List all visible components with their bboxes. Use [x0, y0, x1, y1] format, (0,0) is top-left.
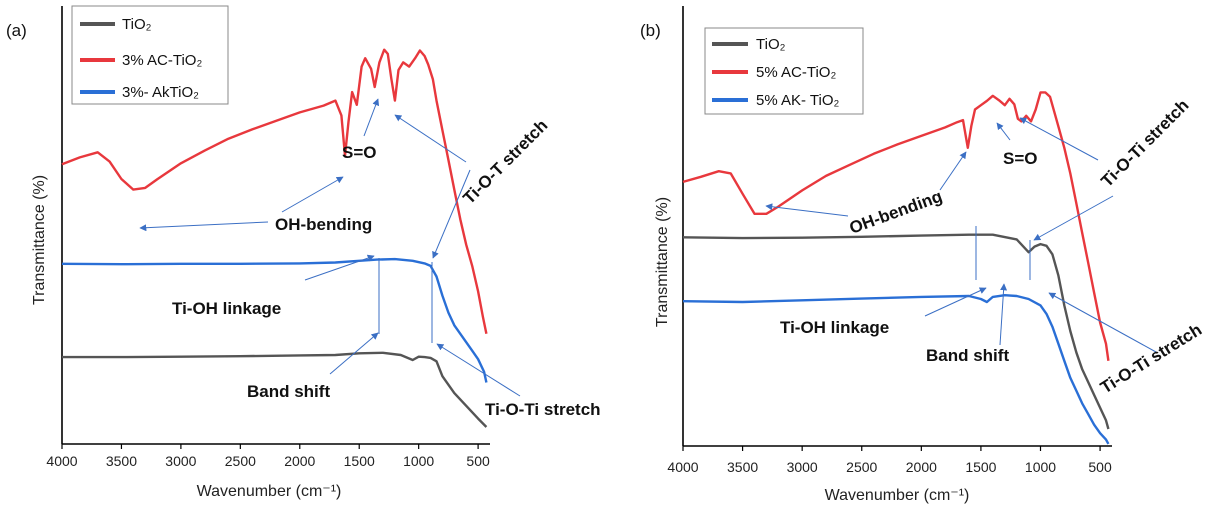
- panel-b-legend-ac: 5% AC-TiO₂: [756, 64, 836, 81]
- panel-b-x-tick-label: 1500: [965, 459, 996, 475]
- panel-a-x-tick-label: 500: [466, 453, 490, 469]
- panel-b-x-tick-label: 3500: [727, 459, 758, 475]
- panel-a-x-tick-label: 3000: [165, 453, 196, 469]
- panel-b-x-tick-label: 500: [1088, 459, 1112, 475]
- panel-a-arrow-tiot-so: [394, 114, 467, 163]
- panel-b-series: [682, 91, 1110, 445]
- panel-b-legend-ak: 5% AK- TiO₂: [756, 92, 840, 109]
- panel-b-x-ticks: 4000 3500 3000 2500 2000 1500 1000 500: [667, 446, 1112, 475]
- panel-b-arrow-oh-left: [765, 203, 849, 217]
- panel-a-x-tick-label: 1000: [403, 453, 434, 469]
- panel-b-series-line-1: [682, 91, 1110, 361]
- panel-b-arrow-tioti-so: [1019, 117, 1099, 161]
- panel-a-series-line-0: [62, 351, 488, 428]
- panel-a-legend-ac: 3% AC-TiO₂: [122, 52, 202, 69]
- panel-a-legend: TiO₂ 3% AC-TiO₂ 3%- AkTiO₂: [71, 5, 229, 105]
- panel-b-x-tick-label: 3000: [787, 459, 818, 475]
- panel-a-series: [61, 48, 488, 428]
- panel-a-arrow-oh-right: [281, 176, 344, 213]
- panel-b-label-oh-bending: OH-bending: [847, 187, 945, 238]
- panel-b: (b) 4000 3500 3000 2500 2000 1500 1000 500 Wave…: [640, 6, 1205, 504]
- panel-a-x-tick-label: 4000: [46, 453, 77, 469]
- panel-b-x-tick-label: 4000: [667, 459, 698, 475]
- panel-b-x-tick-label: 2500: [846, 459, 877, 475]
- panel-a-series-line-2: [61, 257, 488, 383]
- panel-b-label-so: S=O: [1003, 149, 1038, 168]
- panel-a-y-axis-title: Transmittance (%): [31, 175, 48, 305]
- panel-b-x-axis-title: Wavenumber (cm⁻¹): [825, 487, 970, 504]
- panel-b-x-tick-label: 2000: [906, 459, 937, 475]
- panel-b-label: (b): [640, 21, 661, 40]
- panel-b-arrow-tioh: [924, 287, 987, 317]
- panel-a-x-axis-title: Wavenumber (cm⁻¹): [197, 483, 342, 500]
- panel-a-arrow-so: [363, 98, 380, 137]
- panel-a-label-tioh: Ti-OH linkage: [172, 299, 281, 318]
- panel-a-legend-ak: 3%- AkTiO₂: [122, 84, 199, 101]
- panel-b-label-tioti-bottom: Ti-O-Ti stretch: [1097, 320, 1205, 397]
- panel-a-label-oh-bending: OH-bending: [275, 215, 372, 234]
- panel-b-x-tick-label: 1000: [1025, 459, 1056, 475]
- panel-b-label-tioti-top: Ti-O-Ti stretch: [1097, 96, 1192, 191]
- panel-b-arrow-so: [996, 122, 1011, 141]
- panel-a-label-bandshift: Band shift: [247, 382, 330, 401]
- panel-a-arrow-tioti: [436, 343, 521, 397]
- panel-b-legend-tio2: TiO₂: [756, 36, 786, 53]
- panel-b-arrow-tioti-gray: [1033, 195, 1114, 241]
- panel-b-legend: TiO₂ 5% AC-TiO₂ 5% AK- TiO₂: [704, 27, 864, 115]
- panel-a-arrow-tiot-blue: [432, 169, 471, 259]
- panel-b-arrow-oh-right: [939, 151, 967, 191]
- panel-a-arrow-bandshift: [329, 332, 379, 375]
- panel-b-y-axis-title: Transmittance (%): [654, 197, 671, 327]
- panel-a-series-line-1: [61, 48, 488, 335]
- panel-a-annotation-arrows: [139, 98, 521, 397]
- panel-a-x-tick-label: 2500: [225, 453, 256, 469]
- panel-b-arrow-tioti-bottom: [1048, 292, 1157, 353]
- panel-a-arrow-oh-left: [139, 221, 269, 232]
- panel-b-series-line-0: [682, 233, 1110, 430]
- panel-a: (a) 4000 3500 3000 2500 2000 1500 1000 500 Wave…: [6, 5, 601, 500]
- panel-a-x-ticks: 4000 3500 3000 2500 2000 1500 1000 500: [46, 444, 490, 469]
- panel-a-x-tick-label: 1500: [344, 453, 375, 469]
- panel-a-label-tioti: Ti-O-Ti stretch: [485, 400, 601, 419]
- panel-a-x-tick-label: 3500: [106, 453, 137, 469]
- panel-a-arrow-tioh: [304, 254, 375, 281]
- panel-b-label-bandshift: Band shift: [926, 346, 1009, 365]
- panel-a-legend-tio2: TiO₂: [122, 16, 152, 33]
- panel-b-series-line-2: [682, 294, 1110, 445]
- panel-a-label-so: S=O: [342, 143, 377, 162]
- panel-a-label: (a): [6, 21, 27, 40]
- panel-a-x-tick-label: 2000: [284, 453, 315, 469]
- panel-b-label-tioh: Ti-OH linkage: [780, 318, 889, 337]
- panel-a-label-tiot-stretch: Ti-O-T stretch: [459, 116, 551, 208]
- panel-b-annotation-arrows: [765, 117, 1157, 353]
- panel-b-arrow-bandshift: [999, 283, 1008, 346]
